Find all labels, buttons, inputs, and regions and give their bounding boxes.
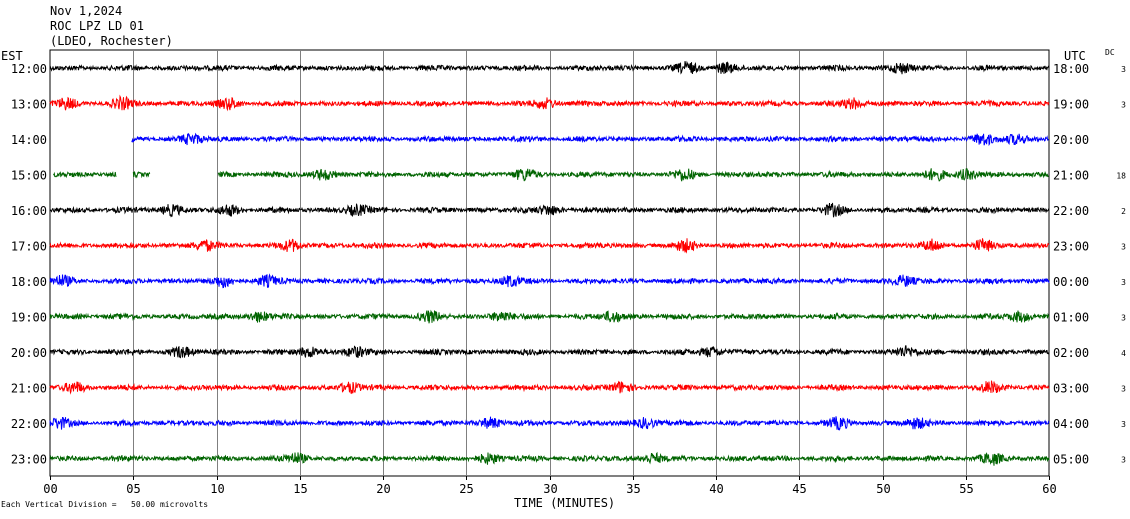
utc-hour-label: 01:00 — [1053, 311, 1089, 325]
dc-header-label: DC — [1105, 48, 1115, 57]
trace-line — [49, 380, 1050, 395]
dc-offset-value: 18 — [1116, 172, 1126, 181]
x-tick-label: 30 — [543, 482, 557, 496]
record-date: Nov 1,2024 — [50, 4, 123, 18]
local-hour-label: 18:00 — [11, 275, 47, 289]
utc-hour-label: 20:00 — [1053, 133, 1089, 147]
x-tick-label: 15 — [293, 482, 307, 496]
trace-line — [49, 273, 1050, 289]
dc-offset-value: 4 — [1121, 349, 1126, 358]
dc-offset-value: 3 — [1121, 420, 1126, 429]
utc-hour-label: 21:00 — [1053, 169, 1089, 183]
x-tick-label: 60 — [1042, 482, 1056, 496]
x-tick-label: 10 — [210, 482, 224, 496]
local-hour-label: 23:00 — [11, 453, 47, 467]
local-hour-label: 22:00 — [11, 417, 47, 431]
trace-line — [217, 168, 1049, 182]
plot-frame — [49, 49, 1050, 477]
x-tick-label: 45 — [792, 482, 806, 496]
dc-offset-value: 3 — [1121, 385, 1126, 394]
utc-hour-label: 23:00 — [1053, 240, 1089, 254]
left-timezone-label: EST — [1, 49, 23, 63]
x-tick-label: 05 — [126, 482, 140, 496]
local-hour-label: 19:00 — [11, 311, 47, 325]
x-tick-label: 20 — [376, 482, 390, 496]
x-tick-label: 35 — [626, 482, 640, 496]
station-title: ROC LPZ LD 01 — [50, 19, 144, 33]
dc-offset-value: 3 — [1121, 278, 1126, 287]
trace-segment — [52, 171, 117, 179]
dc-offset-value: 3 — [1121, 314, 1126, 323]
trace-line — [49, 451, 1050, 466]
local-hour-label: 13:00 — [11, 98, 47, 112]
right-timezone-label: UTC — [1064, 49, 1086, 63]
scale-note: Each Vertical Division = 50.00 microvolt… — [1, 500, 209, 509]
utc-hour-label: 02:00 — [1053, 346, 1089, 360]
trace-segment — [132, 170, 151, 179]
dc-offset-value: 3 — [1121, 101, 1126, 110]
local-hour-label: 20:00 — [11, 346, 47, 360]
utc-hour-label: 19:00 — [1053, 98, 1089, 112]
trace-line — [49, 60, 1050, 75]
local-hour-label: 15:00 — [11, 169, 47, 183]
x-tick-label: 25 — [459, 482, 473, 496]
local-hour-label: 12:00 — [11, 62, 47, 76]
utc-hour-label: 04:00 — [1053, 417, 1089, 431]
utc-hour-label: 05:00 — [1053, 453, 1089, 467]
utc-hour-label: 18:00 — [1053, 62, 1089, 76]
trace-line — [49, 309, 1050, 324]
utc-hour-label: 00:00 — [1053, 275, 1089, 289]
trace-line — [49, 345, 1050, 359]
trace-line — [49, 238, 1050, 254]
x-tick-label: 55 — [959, 482, 973, 496]
trace-line — [49, 94, 1050, 112]
local-hour-label: 17:00 — [11, 240, 47, 254]
dc-offset-value: 3 — [1121, 456, 1126, 465]
local-hour-label: 14:00 — [11, 133, 47, 147]
dc-offset-value: 3 — [1121, 243, 1126, 252]
trace-line — [49, 202, 1050, 218]
x-tick-label: 40 — [709, 482, 723, 496]
dc-offset-value: 2 — [1121, 207, 1126, 216]
trace-line — [49, 416, 1050, 431]
x-tick-label: 50 — [876, 482, 890, 496]
x-tick-label: 00 — [43, 482, 57, 496]
local-hour-label: 21:00 — [11, 382, 47, 396]
dc-offset-value: 3 — [1121, 65, 1126, 74]
x-axis-title: TIME (MINUTES) — [514, 496, 616, 510]
trace-line — [131, 132, 1049, 147]
local-hour-label: 16:00 — [11, 204, 47, 218]
utc-hour-label: 22:00 — [1053, 204, 1089, 218]
network-subtitle: (LDEO, Rochester) — [50, 34, 173, 48]
utc-hour-label: 03:00 — [1053, 382, 1089, 396]
